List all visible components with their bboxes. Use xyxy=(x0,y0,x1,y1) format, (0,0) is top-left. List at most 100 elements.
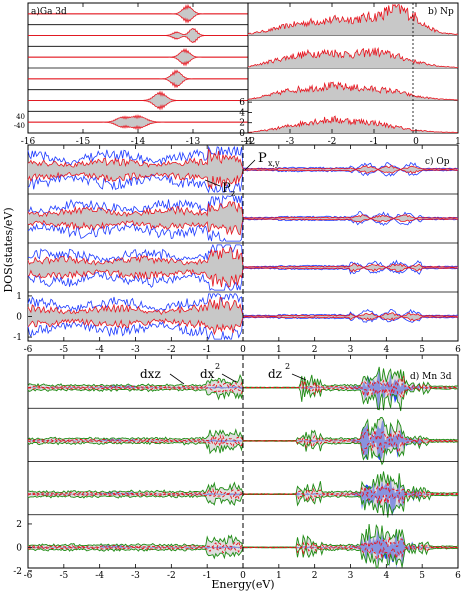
y-axis-label: DOS(states/eV) xyxy=(2,207,15,292)
np-line-0 xyxy=(247,3,459,35)
ga-ytick-40: 40 xyxy=(16,113,25,121)
op-x-ticks: -6 -5 -4 -3 -2 -1 0 1 2 3 4 5 6 xyxy=(24,145,461,355)
panel-op-label: c) Op xyxy=(425,156,450,167)
mn-x-label-0: -6 xyxy=(24,571,33,581)
op-x-label-10: 4 xyxy=(383,345,389,355)
mn-x-label-6: 0 xyxy=(240,571,246,581)
annotation-dx2: dx 2 xyxy=(200,362,237,383)
mn-fill-3 xyxy=(28,524,458,568)
annotation-pxy-pointer xyxy=(244,159,256,171)
mn-rows xyxy=(27,366,459,569)
annotation-pz: P z xyxy=(204,179,235,198)
mn-ytick-label-0: 2 xyxy=(16,520,22,530)
op-x-label-6: 0 xyxy=(240,345,246,355)
np-x-label-3: -1 xyxy=(370,137,379,147)
op-fill-3 xyxy=(28,297,458,334)
panel-mn-3d: d) Mn 3d dxz dx 2 dz 2 2 0 -2 -6 -5 -4 -3 -2 -1… xyxy=(13,354,461,581)
annotation-dxz-pointer xyxy=(169,373,185,385)
np-line-2 xyxy=(247,81,459,101)
mn-ytick-label-2: -2 xyxy=(13,567,22,577)
annotation-pz-pointer xyxy=(204,179,221,187)
op-x-label-2: -4 xyxy=(95,345,104,355)
np-fill-2 xyxy=(248,82,458,101)
mn-x-label-8: 2 xyxy=(312,571,318,581)
op-x-label-5: -1 xyxy=(203,345,212,355)
op-ytick-label-0: 1 xyxy=(16,292,22,302)
op-ytick-label-1: 0 xyxy=(16,313,22,323)
np-x-label-4: 0 xyxy=(413,137,419,147)
ga-line-up-1 xyxy=(28,28,248,36)
mn-x-label-1: -5 xyxy=(59,571,68,581)
mn-x-label-9: 3 xyxy=(348,571,354,581)
op-x-label-0: -6 xyxy=(24,345,33,355)
annotation-pxy: P x,y xyxy=(244,151,280,171)
mn-x-label-2: -4 xyxy=(95,571,104,581)
np-ytick-label-0: 6 xyxy=(239,98,245,108)
mn-x-ticks: -6 -5 -4 -3 -2 -1 0 1 2 3 4 5 6 xyxy=(24,355,461,581)
op-x-label-7: 1 xyxy=(276,345,282,355)
ga-line-up-4 xyxy=(28,90,248,101)
np-fill-3 xyxy=(248,116,458,133)
mn-x-label-5: -1 xyxy=(203,571,212,581)
mn-x-label-3: -3 xyxy=(131,571,140,581)
mn-x-label-10: 4 xyxy=(383,571,389,581)
annotation-dz2-text: dz xyxy=(268,367,282,381)
mn-dx2-up-1 xyxy=(27,428,459,443)
ga-x-label-0: -16 xyxy=(21,137,36,147)
annotation-dx2-sup: 2 xyxy=(215,362,220,371)
mn-y-ticks: 2 0 -2 xyxy=(13,520,32,577)
mn-x-label-11: 5 xyxy=(419,571,425,581)
annotation-dxz-text: dxz xyxy=(140,367,161,381)
panel-ga-3d: a)Ga 3d 40 -40 -16 -15 -14 -13 -12 xyxy=(14,2,256,147)
op-x-label-1: -5 xyxy=(59,345,68,355)
ga-x-label-2: -14 xyxy=(131,137,146,147)
mn-dx2-up-3 xyxy=(27,537,459,549)
panel-np-label: b) Np xyxy=(428,6,454,17)
annotation-dz2-sup: 2 xyxy=(285,362,290,371)
mn-dx2-down-3 xyxy=(27,546,459,560)
ga-x-label-3: -13 xyxy=(186,137,201,147)
annotation-pz-sub: z xyxy=(231,189,235,198)
np-x-label-5: 1 xyxy=(455,137,461,147)
ga-x-label-4: -12 xyxy=(241,137,256,147)
ga-line-down-3 xyxy=(28,78,248,89)
np-line-1 xyxy=(247,46,458,68)
annotation-dxz: dxz xyxy=(140,367,185,385)
panel-mn-label: d) Mn 3d xyxy=(410,371,452,382)
ga-fill-5 xyxy=(28,115,248,130)
ga-line-down-2 xyxy=(28,56,248,67)
panel-ga-label: a)Ga 3d xyxy=(31,6,67,17)
ga-ytick-neg40: -40 xyxy=(14,122,25,130)
mn-ytick-label-1: 0 xyxy=(16,543,22,553)
ga-line-up-3 xyxy=(28,69,248,80)
ga-line-down-0 xyxy=(28,13,248,24)
np-x-label-0: -4 xyxy=(244,137,253,147)
ga-line-down-4 xyxy=(28,100,248,111)
ga-rows xyxy=(28,3,248,131)
annotation-pz-main: P xyxy=(222,181,231,196)
panel-op: c) Op P x,y P z 1 0 -1 xyxy=(13,144,459,343)
op-x-label-8: 2 xyxy=(312,345,318,355)
np-fill-0 xyxy=(248,4,458,36)
op-pz-up-0 xyxy=(27,148,459,170)
annotation-pxy-main: P xyxy=(258,151,267,166)
np-x-label-1: -3 xyxy=(286,137,295,147)
mn-dx2-down-1 xyxy=(27,439,459,455)
op-y-ticks: 1 0 -1 xyxy=(13,292,32,343)
x-axis-label: Energy(eV) xyxy=(211,578,274,591)
annotation-dz2-pointer xyxy=(291,373,307,381)
mn-dx2-down-2 xyxy=(27,493,459,504)
op-x-label-11: 5 xyxy=(419,345,425,355)
np-ytick-label-2: 2 xyxy=(239,119,245,129)
np-ytick-label-3: 0 xyxy=(239,129,245,139)
op-x-label-3: -3 xyxy=(131,345,140,355)
mn-x-label-4: -2 xyxy=(167,571,176,581)
op-x-label-9: 3 xyxy=(348,345,354,355)
ga-line-down-1 xyxy=(28,35,248,43)
np-rows xyxy=(247,3,459,133)
np-line-3 xyxy=(248,115,459,133)
annotation-pxy-sub: x,y xyxy=(268,159,280,168)
